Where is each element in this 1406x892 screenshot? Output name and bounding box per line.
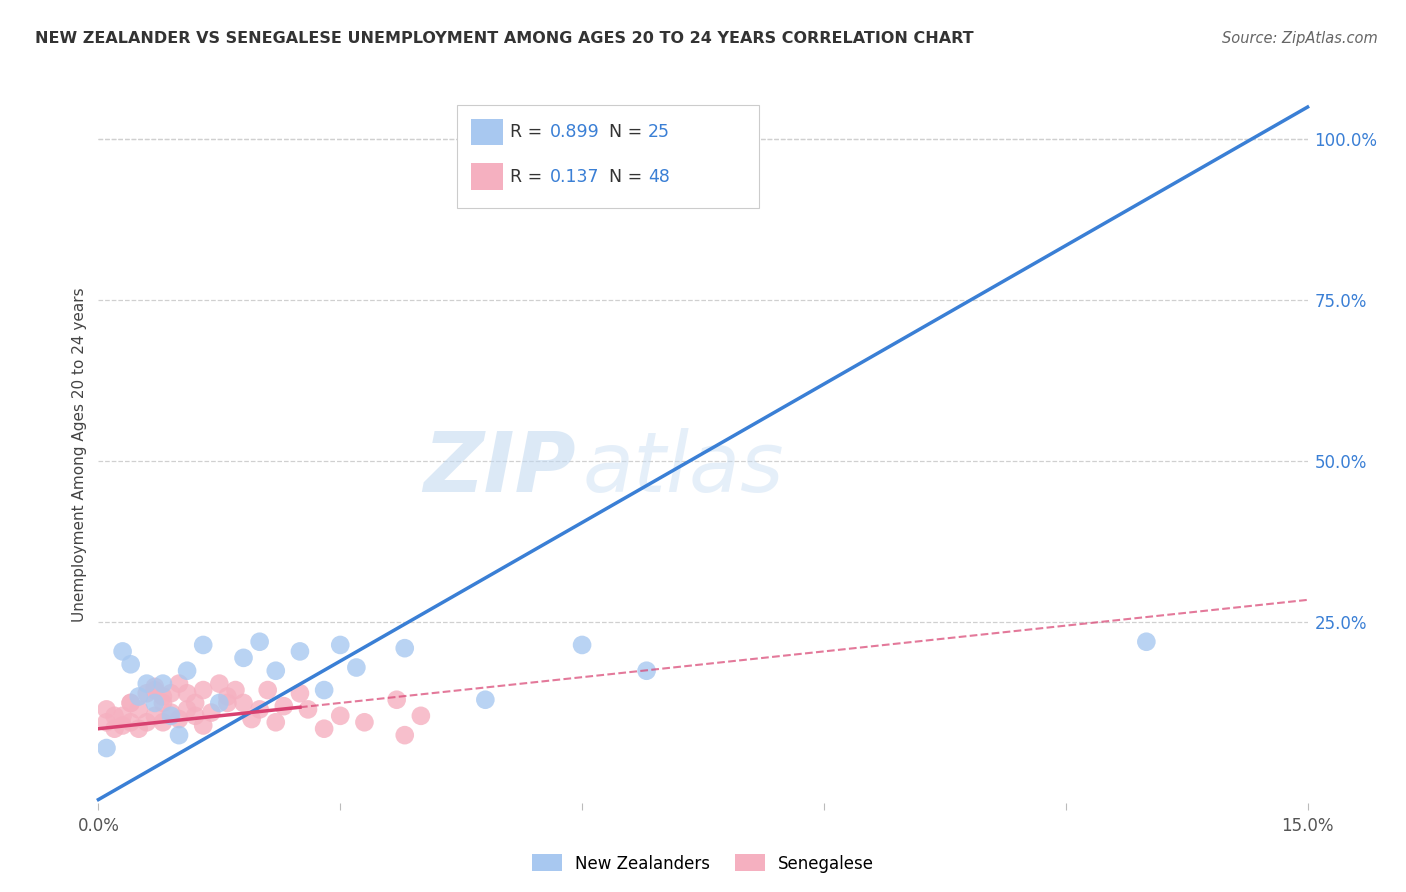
- Point: [160, 686, 183, 700]
- Y-axis label: Unemployment Among Ages 20 to 24 years: Unemployment Among Ages 20 to 24 years: [72, 287, 87, 623]
- Point: [96, 741, 118, 756]
- Point: [111, 708, 134, 723]
- Point: [394, 641, 416, 656]
- Point: [176, 702, 198, 716]
- Point: [208, 676, 231, 690]
- Point: [152, 676, 174, 690]
- Point: [103, 722, 125, 736]
- Text: R =: R =: [510, 123, 548, 141]
- Text: Source: ZipAtlas.com: Source: ZipAtlas.com: [1222, 31, 1378, 46]
- Point: [288, 686, 311, 700]
- Point: [103, 708, 125, 723]
- Point: [329, 638, 352, 652]
- Point: [217, 696, 239, 710]
- Point: [314, 722, 336, 736]
- Point: [256, 683, 278, 698]
- Point: [143, 683, 166, 698]
- Point: [152, 696, 174, 710]
- Point: [152, 690, 174, 704]
- Point: [273, 699, 295, 714]
- Point: [329, 708, 352, 723]
- Text: ZIP: ZIP: [423, 428, 576, 509]
- Point: [193, 638, 215, 652]
- Point: [208, 696, 231, 710]
- Point: [176, 664, 198, 678]
- Point: [344, 660, 367, 674]
- Point: [249, 634, 271, 648]
- Point: [474, 692, 496, 706]
- Point: [193, 683, 215, 698]
- Point: [160, 706, 183, 720]
- Point: [96, 715, 118, 730]
- Point: [135, 686, 157, 700]
- Point: [184, 708, 207, 723]
- Legend: New Zealanders, Senegalese: New Zealanders, Senegalese: [524, 847, 882, 880]
- Point: [224, 683, 246, 698]
- Point: [288, 644, 311, 658]
- Point: [385, 692, 408, 706]
- Point: [128, 722, 150, 736]
- Text: 25: 25: [648, 123, 671, 141]
- Point: [200, 706, 222, 720]
- Text: NEW ZEALANDER VS SENEGALESE UNEMPLOYMENT AMONG AGES 20 TO 24 YEARS CORRELATION C: NEW ZEALANDER VS SENEGALESE UNEMPLOYMENT…: [35, 31, 974, 46]
- Point: [264, 715, 287, 730]
- Point: [297, 702, 319, 716]
- Text: 0.899: 0.899: [550, 123, 599, 141]
- Point: [176, 686, 198, 700]
- Point: [240, 712, 263, 726]
- Point: [152, 715, 174, 730]
- Point: [120, 715, 142, 730]
- Text: N =: N =: [609, 123, 648, 141]
- Point: [571, 638, 593, 652]
- Point: [264, 664, 287, 678]
- Point: [636, 664, 658, 678]
- Point: [128, 702, 150, 716]
- Point: [394, 728, 416, 742]
- Point: [353, 715, 375, 730]
- Point: [193, 718, 215, 732]
- Point: [232, 696, 254, 710]
- Point: [111, 644, 134, 658]
- Point: [143, 708, 166, 723]
- Point: [96, 702, 118, 716]
- Point: [111, 718, 134, 732]
- Point: [217, 690, 239, 704]
- Point: [167, 728, 190, 742]
- Point: [184, 696, 207, 710]
- Point: [135, 676, 157, 690]
- Point: [160, 708, 183, 723]
- Point: [409, 708, 432, 723]
- Point: [135, 715, 157, 730]
- Text: atlas: atlas: [582, 428, 783, 509]
- Point: [314, 683, 336, 698]
- Point: [143, 680, 166, 694]
- Point: [1135, 634, 1157, 648]
- Text: 0.137: 0.137: [550, 168, 599, 186]
- Point: [232, 651, 254, 665]
- Text: R =: R =: [510, 168, 554, 186]
- Point: [167, 712, 190, 726]
- Point: [167, 676, 190, 690]
- Point: [128, 690, 150, 704]
- Point: [143, 696, 166, 710]
- Text: 48: 48: [648, 168, 671, 186]
- Text: N =: N =: [609, 168, 648, 186]
- Point: [120, 696, 142, 710]
- Point: [249, 702, 271, 716]
- Point: [120, 657, 142, 672]
- Point: [120, 696, 142, 710]
